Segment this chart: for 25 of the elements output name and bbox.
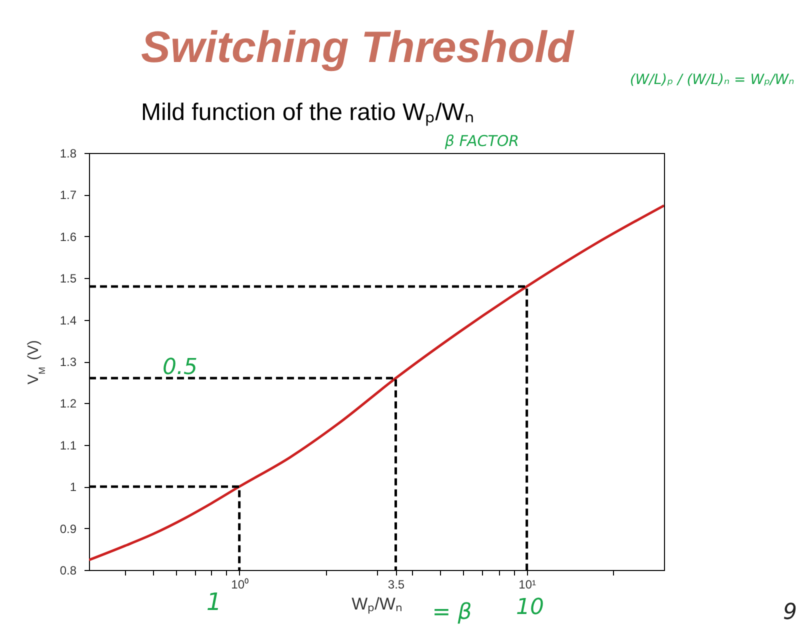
- y-tick-label: 1.4: [60, 313, 77, 328]
- y-axis-title: VM (V): [25, 340, 47, 384]
- y-tick-label: 1: [70, 480, 77, 494]
- x-tick-label: 10¹: [518, 578, 536, 592]
- y-tick-label: 1.7: [60, 188, 77, 202]
- text: β FACTOR: [444, 132, 520, 150]
- chart-subtitle: Mild function of the ratio Wₚ/Wₙ: [141, 99, 474, 126]
- y-tick-label: 1.3: [60, 355, 77, 369]
- chart-title: Switching Threshold: [141, 23, 575, 72]
- y-tick-label: 1.1: [60, 438, 77, 452]
- x-axis-title: Wₚ/Wₙ: [352, 594, 402, 614]
- y-tick-label: 1.5: [60, 272, 77, 286]
- text: (W/L)ₚ / (W/L)ₙ = Wₚ/Wₙ: [630, 72, 795, 88]
- text: 9: [783, 600, 797, 625]
- text: 1: [206, 588, 222, 616]
- y-tick-label: 1.6: [60, 230, 77, 244]
- x-tick-label: 10⁰: [231, 578, 249, 592]
- y-tick-label: 1.2: [60, 396, 77, 411]
- annotation: 0.5: [162, 355, 198, 380]
- text: 10: [516, 595, 544, 620]
- text: = β: [432, 600, 472, 625]
- x-tick-label: 3.5: [388, 578, 405, 592]
- y-tick-label: 0.9: [60, 522, 77, 536]
- y-tick-label: 1.8: [60, 146, 77, 160]
- y-tick-label: 0.8: [60, 564, 77, 578]
